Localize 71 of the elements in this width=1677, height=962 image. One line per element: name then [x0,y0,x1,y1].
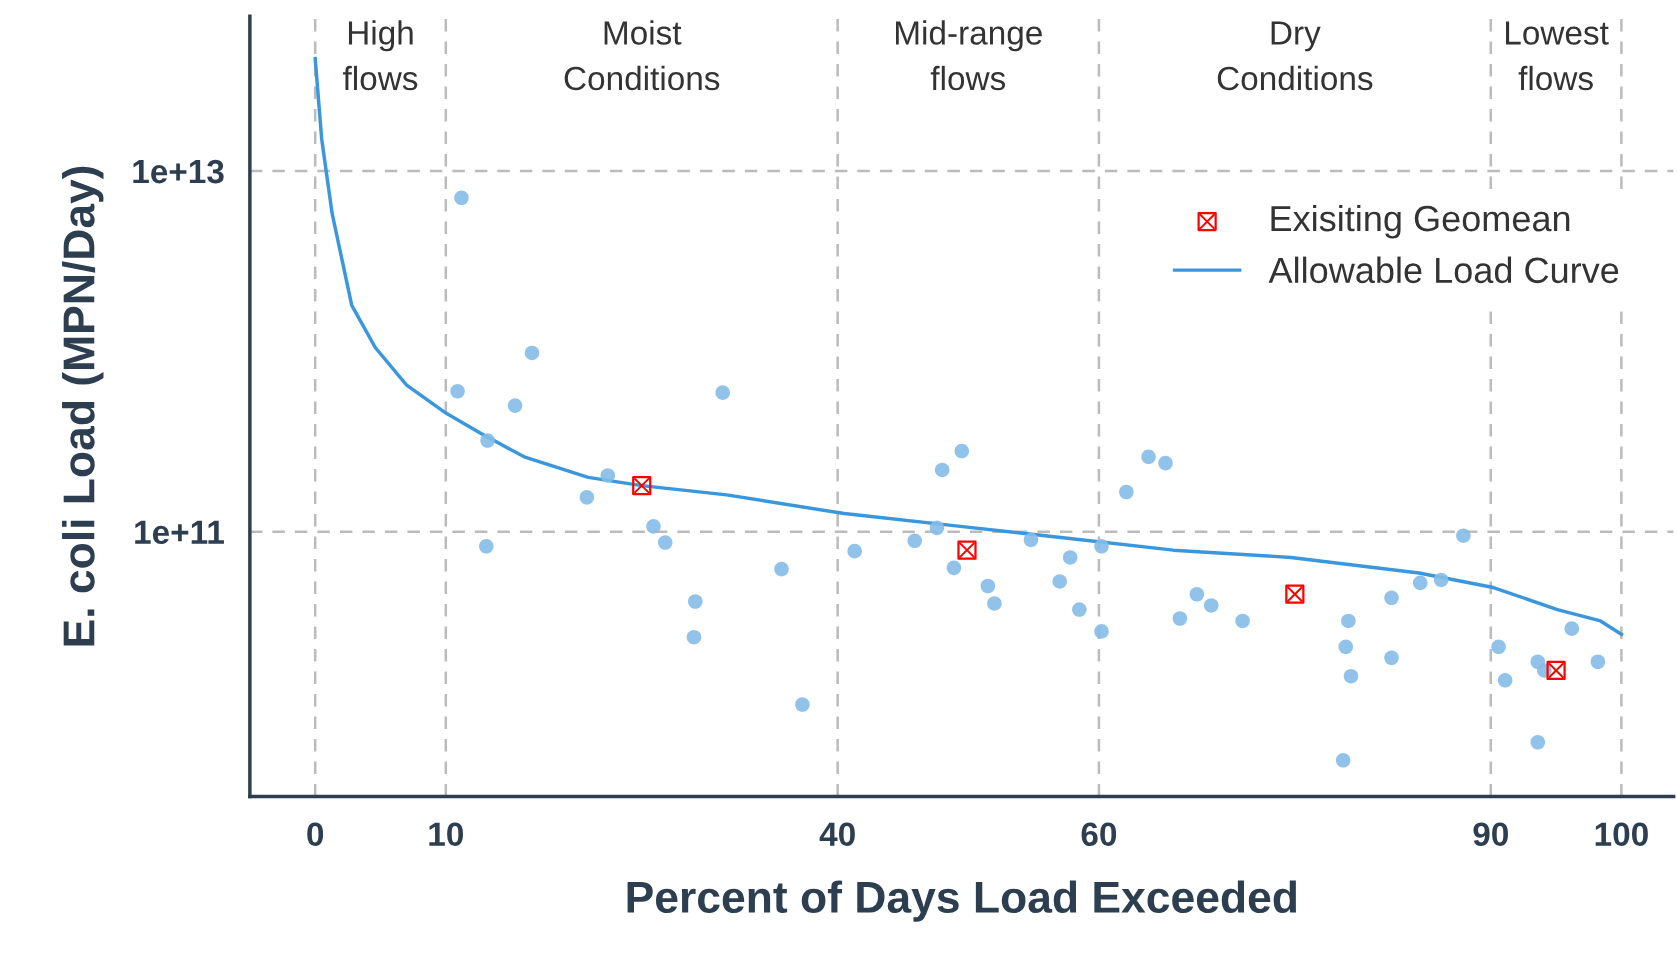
point [600,468,616,483]
point [715,385,731,400]
point [480,433,495,448]
point [1094,624,1109,639]
point [1203,598,1219,613]
point [934,462,950,478]
point [1094,538,1109,554]
point [1546,660,1566,681]
x-tick-label: 100 [1595,822,1648,847]
annotation: High flows [343,20,418,91]
point [774,561,789,577]
point [1433,572,1449,588]
point [1590,654,1606,670]
point [987,596,1002,611]
point [1119,484,1134,500]
point [1412,575,1428,591]
point [1172,611,1188,626]
point [1158,455,1173,471]
y-tick-label: 1e+11 [135,520,224,545]
point [1491,639,1506,655]
point [954,443,970,459]
x-axis-title: Percent of Days Load Exceeded [627,880,1297,922]
point [1343,668,1359,684]
point [1341,613,1356,629]
point [957,540,977,560]
point [1497,672,1513,688]
point [795,697,810,712]
point [929,520,945,536]
point [946,560,962,576]
point [450,384,465,399]
legend-label: Allowable Load Curve [1268,256,1619,284]
point [1564,621,1580,636]
point [1023,532,1039,548]
point [1335,753,1351,768]
annotation: Lowest flows [1506,21,1609,91]
point [1384,650,1399,666]
point [657,535,673,550]
x-tick-label: 60 [1081,822,1117,847]
point [1530,734,1546,750]
y-axis-title: E. coli Load (MPN/Day) [62,166,104,646]
y-tick-label: 1e+13 [133,159,224,184]
legend-label: Exisiting Geomean [1271,204,1570,239]
point [507,398,523,413]
point [1384,590,1399,606]
point [1141,449,1156,465]
annotation: Moist Conditions [564,20,720,91]
x-tick-label: 90 [1473,822,1508,847]
x-tick-label: 40 [819,822,855,847]
point [1338,639,1354,655]
point [686,629,702,645]
point [847,543,862,559]
point [980,578,996,594]
point [907,533,923,549]
annotation: Dry Conditions [1217,21,1373,91]
annotation: Mid-range flows [896,20,1042,91]
point [454,190,469,206]
point [646,519,661,534]
x-tick-label: 10 [429,822,463,847]
point [1052,574,1068,589]
point [1189,586,1205,602]
point [524,345,540,361]
point [1235,613,1250,629]
point [1456,528,1471,543]
point [579,490,595,505]
point [688,594,703,609]
point [1285,584,1305,604]
point [479,538,494,554]
x-tick-label: 0 [307,822,324,847]
point [1072,602,1087,617]
point [1062,550,1078,565]
line-series [313,56,1624,636]
